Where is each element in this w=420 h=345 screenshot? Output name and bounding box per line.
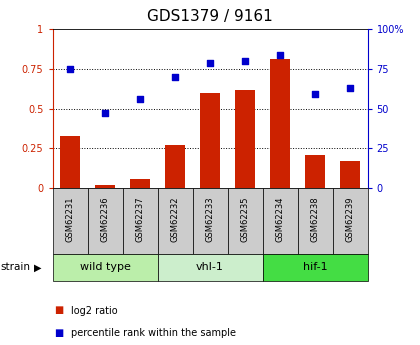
Text: GSM62234: GSM62234 bbox=[276, 197, 284, 242]
Point bbox=[172, 74, 178, 80]
Point bbox=[312, 92, 318, 97]
Text: GSM62239: GSM62239 bbox=[346, 197, 354, 242]
Text: ■: ■ bbox=[55, 306, 64, 315]
Bar bbox=[158, 254, 262, 281]
Text: GSM62238: GSM62238 bbox=[310, 197, 320, 242]
Bar bbox=[262, 254, 368, 281]
Text: wild type: wild type bbox=[79, 263, 131, 272]
Text: GSM62237: GSM62237 bbox=[136, 197, 144, 242]
Text: log2 ratio: log2 ratio bbox=[71, 306, 118, 315]
Point bbox=[346, 85, 353, 91]
Text: ■: ■ bbox=[55, 328, 64, 338]
Text: GSM62232: GSM62232 bbox=[171, 197, 179, 242]
Bar bbox=[192, 188, 228, 254]
Point bbox=[67, 66, 74, 72]
Point bbox=[241, 58, 248, 64]
Bar bbox=[235, 90, 255, 188]
Point bbox=[207, 60, 213, 66]
Text: ▶: ▶ bbox=[34, 263, 42, 272]
Point bbox=[136, 96, 143, 102]
Point bbox=[102, 111, 108, 116]
Bar bbox=[228, 188, 262, 254]
Bar bbox=[95, 185, 115, 188]
Bar bbox=[60, 136, 80, 188]
Bar bbox=[297, 188, 333, 254]
Text: GSM62233: GSM62233 bbox=[205, 197, 215, 242]
Bar bbox=[262, 188, 297, 254]
Bar bbox=[158, 188, 192, 254]
Bar bbox=[87, 188, 123, 254]
Point bbox=[277, 52, 284, 58]
Bar bbox=[200, 93, 220, 188]
Text: GSM62236: GSM62236 bbox=[100, 197, 110, 242]
Bar bbox=[52, 188, 87, 254]
Bar bbox=[340, 161, 360, 188]
Text: strain: strain bbox=[1, 263, 31, 272]
Text: GSM62231: GSM62231 bbox=[66, 197, 74, 242]
Bar bbox=[52, 254, 158, 281]
Bar bbox=[333, 188, 368, 254]
Bar bbox=[123, 188, 158, 254]
Bar bbox=[305, 155, 325, 188]
Text: vhl-1: vhl-1 bbox=[196, 263, 224, 272]
Text: GDS1379 / 9161: GDS1379 / 9161 bbox=[147, 9, 273, 23]
Bar bbox=[130, 178, 150, 188]
Text: percentile rank within the sample: percentile rank within the sample bbox=[71, 328, 236, 338]
Text: hif-1: hif-1 bbox=[303, 263, 327, 272]
Bar bbox=[165, 145, 185, 188]
Bar bbox=[270, 59, 290, 188]
Text: GSM62235: GSM62235 bbox=[241, 197, 249, 242]
